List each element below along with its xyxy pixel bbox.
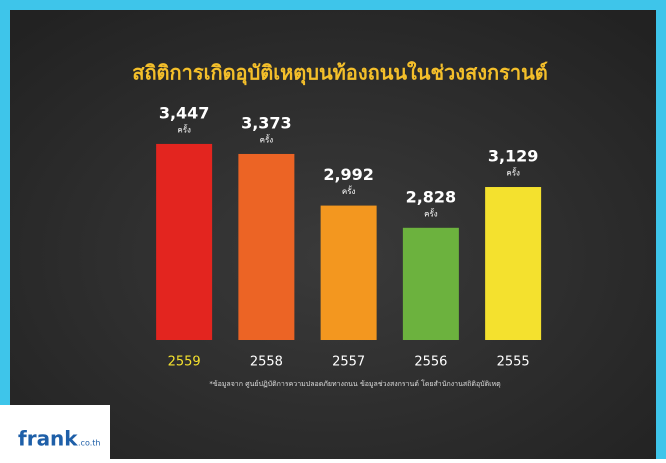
- logo-box: [0, 405, 110, 459]
- unit-label: ครั้ง: [260, 133, 274, 144]
- unit-label: ครั้ง: [424, 207, 438, 218]
- x-tick-label: 2558: [250, 355, 283, 370]
- unit-label: ครั้ง: [342, 185, 356, 196]
- bar: [402, 227, 459, 340]
- bar: [156, 143, 213, 340]
- x-tick-label: 2555: [497, 355, 530, 370]
- value-label: 2,828: [406, 187, 457, 206]
- bar: [238, 153, 295, 340]
- value-label: 3,447: [159, 103, 210, 122]
- footnote: *ข้อมูลจาก ศูนย์ปฏิบัติการความปลอดภัยทาง…: [209, 379, 501, 388]
- x-tick-label: 2559: [168, 355, 201, 370]
- logo: frank: [18, 427, 78, 451]
- unit-label: ครั้ง: [506, 167, 520, 178]
- value-label: 3,129: [488, 147, 539, 166]
- unit-label: ครั้ง: [177, 123, 191, 134]
- x-tick-label: 2556: [414, 355, 447, 370]
- value-label: 3,373: [241, 113, 292, 132]
- x-tick-label: 2557: [332, 355, 365, 370]
- bar: [320, 205, 377, 340]
- logo-domain: .co.th: [78, 439, 100, 448]
- chart-title: สถิติการเกิดอุบัติเหตุบนท้องถนนในช่วงสงก…: [132, 61, 548, 86]
- value-label: 2,992: [323, 165, 374, 184]
- bar: [485, 187, 542, 340]
